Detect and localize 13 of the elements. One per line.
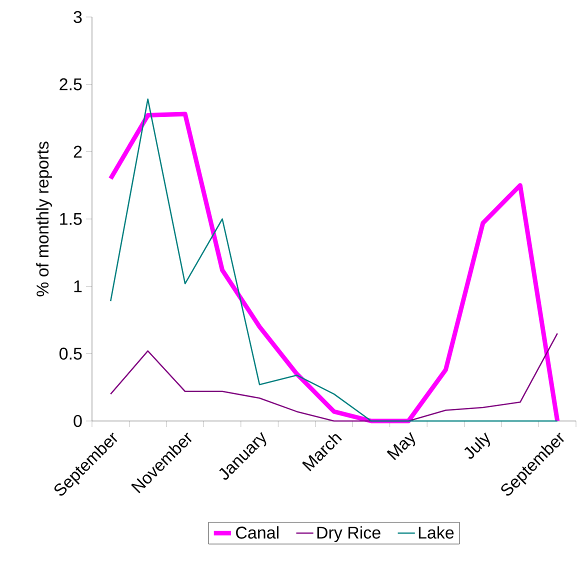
y-tick-label: 2.5 <box>60 78 82 90</box>
y-tick-label: 1 <box>74 280 82 292</box>
legend-label: Canal <box>236 526 278 539</box>
x-tick-label: May <box>386 432 416 460</box>
x-tick-label: July <box>464 432 490 459</box>
y-axis-title: % of monthly reports <box>36 142 52 296</box>
y-tick-label: 1.5 <box>60 213 82 225</box>
legend-label: Dry Rice <box>317 526 380 542</box>
y-tick-label: 2 <box>74 146 82 158</box>
legend-label: Lake <box>418 526 454 539</box>
y-tick-label: 0.5 <box>59 348 82 360</box>
y-tick-label: 3 <box>74 10 82 24</box>
y-tick-label: 0 <box>74 414 82 428</box>
